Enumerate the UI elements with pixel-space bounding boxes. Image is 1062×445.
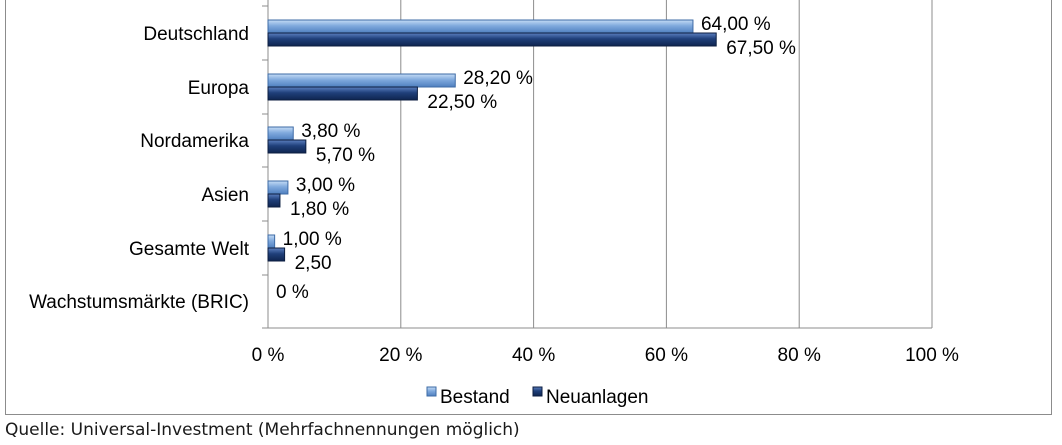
bar-bestand — [267, 126, 294, 141]
bar-bestand — [267, 73, 456, 88]
chart-frame: Deutschland Europa Nordamerika Asien Gesamte… — [5, 0, 1052, 415]
x-tick-label: 20 % — [379, 345, 422, 366]
data-label-neuanlagen: 2,50 — [295, 253, 332, 274]
legend-swatch — [532, 386, 543, 397]
legend-label: Bestand — [440, 387, 510, 408]
bar-bestand — [267, 19, 694, 34]
data-label-bestand: 3,00 % — [296, 175, 355, 196]
data-label-bestand: 64,00 % — [701, 14, 771, 35]
data-label-neuanlagen: 5,70 % — [316, 145, 375, 166]
gridlines — [400, 0, 933, 328]
x-tick-label: 100 % — [905, 345, 959, 366]
category-label: Gesamte Welt — [129, 239, 250, 260]
data-label-bestand: 28,20 % — [463, 68, 533, 89]
category-label: Deutschland — [143, 24, 249, 45]
category-label: Wachstumsmärkte (BRIC) — [29, 292, 249, 313]
x-tick-label: 0 % — [252, 345, 285, 366]
data-label-bestand: 3,80 % — [301, 121, 360, 142]
data-labels: 64,00 % 67,50 % 28,20 % 22,50 % 3,80 % 5,70 %… — [276, 14, 796, 303]
data-label-neuanlagen: 22,50 % — [427, 92, 497, 113]
category-label: Nordamerika — [140, 131, 249, 152]
bar-neuanlagen — [267, 247, 286, 262]
legend-swatch — [426, 386, 437, 397]
bar-bestand — [267, 180, 289, 195]
category-label: Asien — [201, 185, 249, 206]
bar-neuanlagen — [267, 139, 307, 154]
data-label-neuanlagen: 1,80 % — [290, 199, 349, 220]
bar-neuanlagen — [267, 86, 418, 101]
category-labels: Deutschland Europa Nordamerika Asien Gesamte… — [29, 24, 250, 313]
legend: Bestand Neuanlagen — [426, 386, 648, 408]
legend-label: Neuanlagen — [546, 387, 648, 408]
x-tick-label: 60 % — [645, 345, 688, 366]
x-tick-labels: 0 % 20 % 40 % 60 % 80 % 100 % — [252, 345, 959, 366]
x-tick-label: 80 % — [778, 345, 821, 366]
bars — [267, 19, 717, 262]
data-label-bestand: 0 % — [276, 282, 309, 303]
x-tick-label: 40 % — [512, 345, 555, 366]
bar-bestand — [267, 234, 276, 249]
axes — [262, 0, 932, 329]
bar-neuanlagen — [267, 32, 717, 47]
bar-neuanlagen — [267, 193, 281, 208]
category-label: Europa — [188, 78, 250, 99]
chart-plot: Deutschland Europa Nordamerika Asien Gesamte… — [29, 0, 959, 408]
source-note: Quelle: Universal-Investment (Mehrfachne… — [5, 420, 520, 440]
data-label-neuanlagen: 67,50 % — [726, 38, 796, 59]
data-label-bestand: 1,00 % — [283, 229, 342, 250]
